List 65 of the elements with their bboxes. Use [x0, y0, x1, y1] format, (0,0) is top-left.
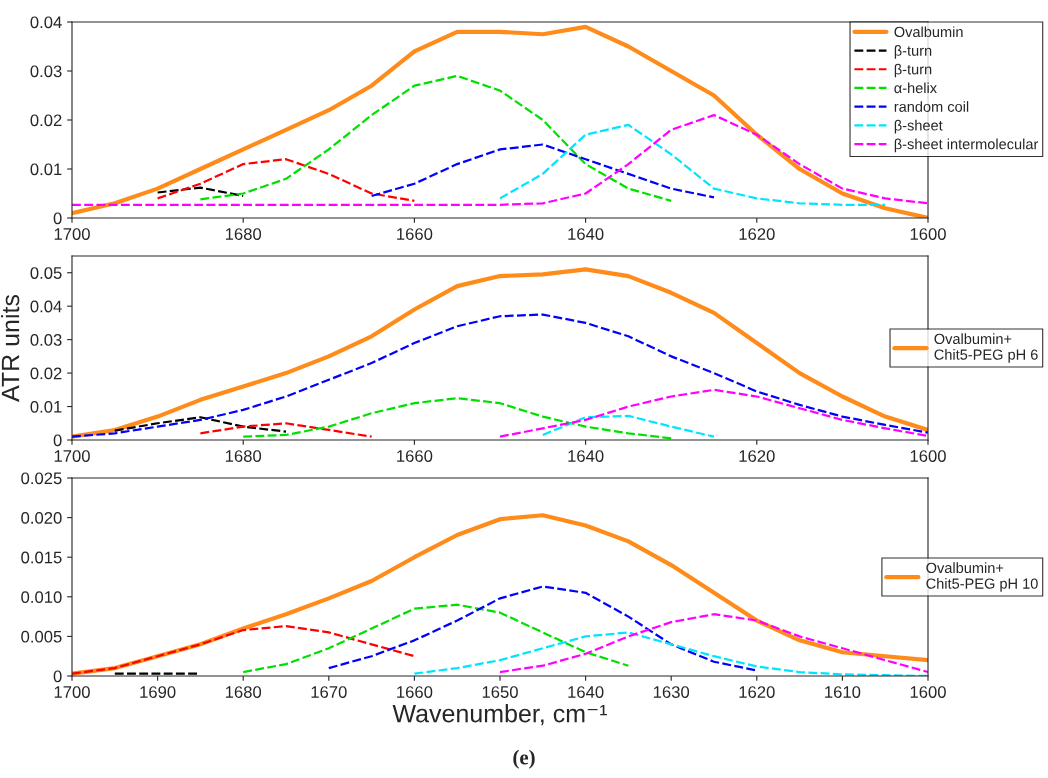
y-tick-label: 0: [53, 434, 62, 447]
y-tick-label: 0.04: [30, 300, 62, 313]
x-tick-label: 1600: [910, 450, 946, 462]
line-series: [199, 422, 373, 438]
y-tick-label: 0.015: [21, 551, 62, 564]
x-tick-label: 1640: [568, 228, 604, 240]
x-tick-label: 1630: [653, 686, 690, 698]
line-series: [199, 74, 673, 202]
x-tick-label: 1600: [910, 686, 946, 698]
x-tick-label: 1600: [910, 228, 946, 240]
y-tick-label: 0.010: [21, 591, 62, 603]
y-tick-label: 0.04: [30, 16, 62, 29]
y-tick-label: 0: [53, 212, 62, 225]
y-tick-label: 0.01: [30, 400, 62, 413]
line-series: [370, 143, 716, 199]
legend-label: Ovalbumin+ Chit5-PEG pH 6: [934, 333, 1038, 363]
y-tick-label: 0.02: [30, 114, 62, 127]
x-tick-label: 1670: [311, 686, 347, 698]
x-tick-label: 1620: [739, 228, 775, 240]
legend-label: Ovalbumin: [894, 26, 963, 38]
legend-label: α-helix: [894, 82, 937, 94]
y-tick-label: 0.01: [30, 163, 62, 176]
x-tick-label: 1680: [225, 228, 262, 240]
x-tick-label: 1640: [568, 450, 604, 462]
legend-label: β-sheet: [894, 119, 943, 134]
y-tick-label: 0.03: [30, 65, 62, 78]
legend-label: β-turn: [894, 45, 932, 59]
x-tick-label: 1690: [140, 686, 176, 698]
line-series: [498, 613, 928, 674]
y-tick-label: 0.020: [21, 512, 62, 524]
x-tick-label: 1700: [54, 686, 90, 698]
x-tick-label: 1650: [482, 686, 518, 698]
x-tick-label: 1660: [397, 228, 433, 240]
legend-label: β-sheet intermolecular: [894, 138, 1039, 153]
x-tick-label: 1680: [225, 450, 262, 462]
legend-label: random coil: [894, 101, 969, 112]
legend-label: Ovalbumin+ Chit5-PEG pH 10: [926, 562, 1038, 592]
line-series: [113, 416, 288, 433]
line-series: [242, 603, 630, 674]
y-tick-label: 0.005: [21, 630, 62, 643]
text: (e): [513, 749, 535, 769]
x-tick-label: 1660: [397, 686, 433, 698]
legend-label: β-turn: [894, 63, 932, 78]
line-series: [242, 397, 673, 440]
line-series: [498, 123, 887, 206]
x-tick-label: 1620: [739, 686, 775, 698]
x-tick-label: 1620: [739, 450, 775, 462]
x-tick-label: 1700: [54, 450, 90, 462]
line-series: [72, 624, 416, 675]
x-axis-title: Wavenumber, cm⁻¹: [392, 704, 608, 726]
y-tick-label: 0: [53, 670, 62, 683]
x-tick-label: 1610: [825, 686, 861, 698]
x-tick-label: 1640: [568, 686, 604, 698]
y-axis-title: ATR units: [0, 294, 20, 402]
y-tick-label: 0.025: [21, 472, 62, 485]
line-series: [327, 585, 758, 672]
y-tick-label: 0.02: [30, 367, 62, 380]
x-tick-label: 1660: [397, 450, 433, 462]
x-tick-label: 1680: [225, 686, 262, 698]
line-series: [156, 158, 416, 202]
x-tick-label: 1700: [54, 228, 90, 240]
y-tick-label: 0.03: [30, 334, 62, 346]
line-series: [541, 414, 716, 438]
y-tick-label: 0.05: [30, 267, 62, 279]
line-series: [498, 388, 928, 438]
